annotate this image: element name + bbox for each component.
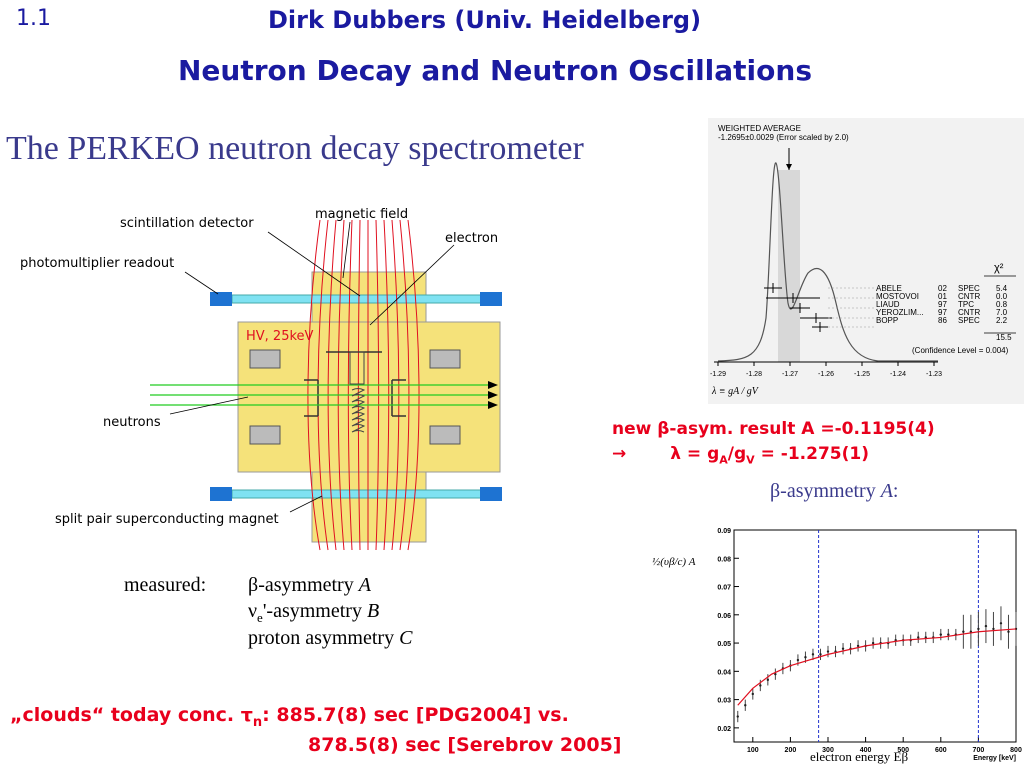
data-point — [819, 653, 822, 656]
data-point — [796, 658, 800, 662]
data-point — [826, 650, 830, 653]
label-magnetic-field: magnetic field — [315, 207, 409, 222]
field-line — [337, 219, 345, 551]
data-point — [759, 684, 762, 687]
ideogram-plot: -1.29 -1.28 -1.27 -1.26 -1.25 -1.24 -1.23 — [708, 118, 1024, 404]
clouds-line-2: 878.5(8) sec [Serebrov 2005] — [308, 734, 622, 756]
measured-item-a: β-asymmetry A — [248, 574, 371, 596]
fit-curve — [737, 628, 1017, 706]
chart-xlabel: electron energy Eβ — [810, 749, 909, 764]
label-scintillation: scintillation detector — [120, 216, 254, 231]
label-neutrons: neutrons — [103, 415, 161, 430]
ideo-row: BOPP — [876, 316, 899, 325]
chart-ylabel: ½(υβ/c) A — [652, 556, 696, 568]
plot-frame — [733, 529, 1017, 743]
subtitle: The PERKEO neutron decay spectrometer — [6, 130, 584, 167]
x-tick-label: 600 — [935, 747, 947, 754]
field-line — [375, 219, 380, 551]
x-tick-label: 100 — [747, 747, 759, 754]
x-tick-label: 700 — [973, 747, 985, 754]
ideo-tick-label: -1.27 — [782, 371, 798, 378]
data-point — [766, 678, 770, 682]
clouds-line-1: „clouds“ today conc. τn: 885.7(8) sec [P… — [10, 704, 569, 730]
field-line — [399, 219, 410, 551]
data-point — [947, 633, 950, 636]
y-tick-label: 0.03 — [717, 698, 731, 705]
data-point — [977, 627, 980, 631]
data-point — [992, 627, 995, 631]
asymmetry-chart: 0.02 0.03 0.04 0.05 0.06 0.07 0.08 0.09 100 200 30… — [717, 528, 1022, 762]
data-point — [871, 641, 875, 645]
ideo-tick-label: -1.29 — [710, 371, 726, 378]
author-line: Dirk Dubbers (Univ. Heidelberg) — [268, 6, 702, 34]
data-point — [856, 644, 860, 648]
data-point — [811, 653, 815, 656]
data-point — [939, 633, 942, 636]
y-tick-label: 0.06 — [717, 613, 731, 620]
spectrometer-body — [237, 271, 501, 543]
result-line-1: new β-asym. result A =-0.1195(4) — [612, 419, 935, 439]
field-line — [357, 219, 361, 551]
data-point — [984, 624, 988, 628]
label-photomultiplier: photomultiplier readout — [20, 256, 175, 271]
y-tick-label: 0.04 — [717, 669, 731, 676]
y-tick-label: 0.07 — [717, 585, 731, 592]
measured-item-c: proton asymmetry C — [248, 627, 413, 649]
label-electron: electron — [445, 231, 499, 246]
slide-number: 1.1 — [16, 6, 51, 31]
data-point — [736, 715, 739, 718]
ideogram-confidence: (Confidence Level = 0.004) — [912, 346, 1009, 355]
perkeo-diagram — [150, 219, 502, 551]
measured-label: measured: — [124, 574, 207, 596]
field-line — [327, 219, 337, 551]
x-tick-label: 400 — [860, 747, 872, 754]
data-point — [917, 636, 920, 639]
ideogram-header-1: WEIGHTED AVERAGE — [718, 124, 801, 133]
measured-item-b: νe'-asymmetry B — [248, 600, 380, 625]
data-point — [1007, 630, 1010, 633]
y-tick-label: 0.08 — [717, 556, 731, 563]
ideo-row: ABELE — [876, 284, 902, 293]
label-magnet: split pair superconducting magnet — [55, 512, 279, 527]
field-line — [407, 219, 420, 551]
data-point — [841, 647, 845, 650]
ideogram-table: ABELE MOSTOVOI LIAUD YEROZLIM... BOPP 02… — [876, 284, 1012, 342]
page-title: Neutron Decay and Neutron Oscillations — [178, 54, 812, 87]
ideo-row: LIAUD — [876, 300, 900, 309]
field-line — [307, 219, 321, 551]
ideo-row: MOSTOVOI — [876, 292, 919, 301]
data-point — [774, 672, 777, 676]
ideogram-chi-label: χ² — [994, 262, 1004, 274]
x-tick-label: 500 — [897, 747, 909, 754]
x-tick-label: 200 — [785, 747, 797, 754]
field-line — [347, 219, 353, 551]
x-unit-label: Energy [keV] — [973, 755, 1016, 762]
x-tick-label: 800 — [1010, 747, 1022, 754]
y-tick-label: 0.02 — [717, 726, 731, 733]
data-point — [804, 656, 807, 659]
ideo-tick-label: -1.23 — [926, 371, 942, 378]
data-point — [962, 630, 965, 633]
ideo-tick-label: -1.24 — [890, 371, 906, 378]
ideo-tick-label: -1.25 — [854, 371, 870, 378]
result-line-2: → λ = gA/gV = -1.275(1) — [612, 444, 869, 467]
field-line — [383, 219, 390, 551]
measured-block: measured: β-asymmetry A νe'-asymmetry B … — [124, 574, 484, 654]
ideogram-header-2: -1.2695±0.0029 (Error scaled by 2.0) — [718, 133, 849, 142]
ideogram-xlabel: λ ≡ gA / gV — [712, 386, 758, 397]
beta-asym-title: β-asymmetry A: — [770, 480, 899, 502]
ideo-tick-label: -1.26 — [818, 371, 834, 378]
data-point — [751, 692, 754, 696]
field-line — [391, 219, 400, 551]
ideo-tick-label: -1.28 — [746, 371, 762, 378]
y-tick-label: 0.09 — [717, 528, 731, 535]
data-point — [999, 622, 1003, 625]
label-hv: HV, 25keV — [246, 329, 314, 344]
data-point — [744, 704, 747, 707]
y-tick-label: 0.05 — [717, 641, 731, 648]
ideo-row: YEROZLIM... — [876, 308, 924, 317]
x-tick-label: 300 — [822, 747, 834, 754]
